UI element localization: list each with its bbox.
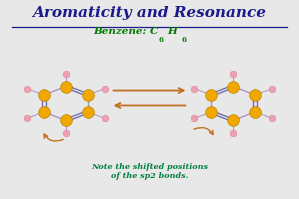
Text: 6: 6 <box>181 36 186 44</box>
Text: Note the shifted positions
of the sp2 bonds.: Note the shifted positions of the sp2 bo… <box>91 163 208 180</box>
Text: 6: 6 <box>158 36 163 44</box>
Text: Aromaticity and Resonance: Aromaticity and Resonance <box>33 6 266 20</box>
Text: H: H <box>167 27 177 36</box>
Text: Benzene: C: Benzene: C <box>93 27 158 36</box>
